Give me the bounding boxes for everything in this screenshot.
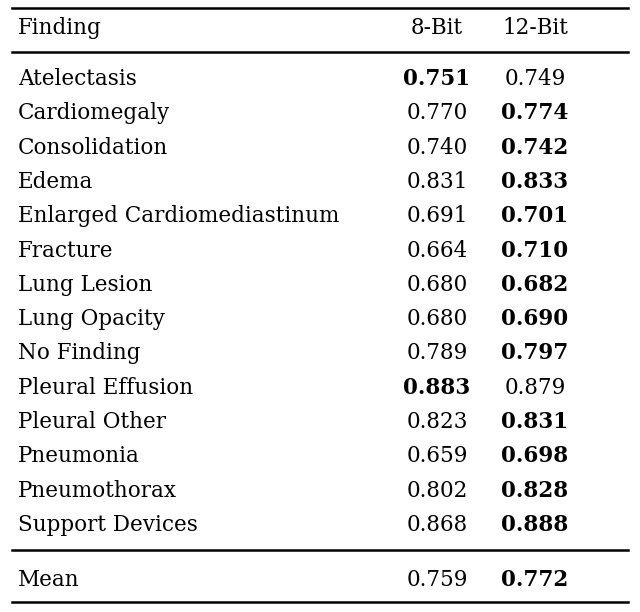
Text: Cardiomegaly: Cardiomegaly <box>18 102 170 124</box>
Text: 0.774: 0.774 <box>501 102 569 124</box>
Text: 12-Bit: 12-Bit <box>502 17 568 39</box>
Text: Consolidation: Consolidation <box>18 136 168 159</box>
Text: 0.831: 0.831 <box>501 411 568 433</box>
Text: Support Devices: Support Devices <box>18 514 198 536</box>
Text: 0.833: 0.833 <box>501 171 568 193</box>
Text: 0.691: 0.691 <box>406 205 468 227</box>
Text: 0.888: 0.888 <box>501 514 569 536</box>
Text: Lung Lesion: Lung Lesion <box>18 274 152 296</box>
Text: 0.879: 0.879 <box>504 377 566 398</box>
Text: 0.698: 0.698 <box>501 446 568 468</box>
Text: Pneumothorax: Pneumothorax <box>18 480 177 502</box>
Text: 0.789: 0.789 <box>406 343 468 364</box>
Text: Mean: Mean <box>18 569 79 591</box>
Text: Pleural Other: Pleural Other <box>18 411 166 433</box>
Text: Edema: Edema <box>18 171 93 193</box>
Text: 0.828: 0.828 <box>501 480 568 502</box>
Text: 0.742: 0.742 <box>501 136 568 159</box>
Text: No Finding: No Finding <box>18 343 141 364</box>
Text: 0.770: 0.770 <box>406 102 468 124</box>
Text: Pleural Effusion: Pleural Effusion <box>18 377 193 398</box>
Text: Enlarged Cardiomediastinum: Enlarged Cardiomediastinum <box>18 205 339 227</box>
Text: 8-Bit: 8-Bit <box>411 17 463 39</box>
Text: 0.868: 0.868 <box>406 514 468 536</box>
Text: 0.749: 0.749 <box>504 68 566 90</box>
Text: 0.680: 0.680 <box>406 308 468 330</box>
Text: 0.740: 0.740 <box>406 136 468 159</box>
Text: 0.690: 0.690 <box>501 308 568 330</box>
Text: 0.831: 0.831 <box>406 171 468 193</box>
Text: Finding: Finding <box>18 17 102 39</box>
Text: 0.659: 0.659 <box>406 446 468 468</box>
Text: 0.710: 0.710 <box>501 239 568 261</box>
Text: 0.664: 0.664 <box>406 239 468 261</box>
Text: 0.772: 0.772 <box>501 569 568 591</box>
Text: 0.802: 0.802 <box>406 480 468 502</box>
Text: 0.682: 0.682 <box>501 274 568 296</box>
Text: 0.701: 0.701 <box>501 205 568 227</box>
Text: 0.823: 0.823 <box>406 411 468 433</box>
Text: 0.759: 0.759 <box>406 569 468 591</box>
Text: 0.751: 0.751 <box>403 68 470 90</box>
Text: Atelectasis: Atelectasis <box>18 68 137 90</box>
Text: Fracture: Fracture <box>18 239 113 261</box>
Text: 0.883: 0.883 <box>403 377 470 398</box>
Text: 0.680: 0.680 <box>406 274 468 296</box>
Text: 0.797: 0.797 <box>501 343 568 364</box>
Text: Lung Opacity: Lung Opacity <box>18 308 165 330</box>
Text: Pneumonia: Pneumonia <box>18 446 140 468</box>
